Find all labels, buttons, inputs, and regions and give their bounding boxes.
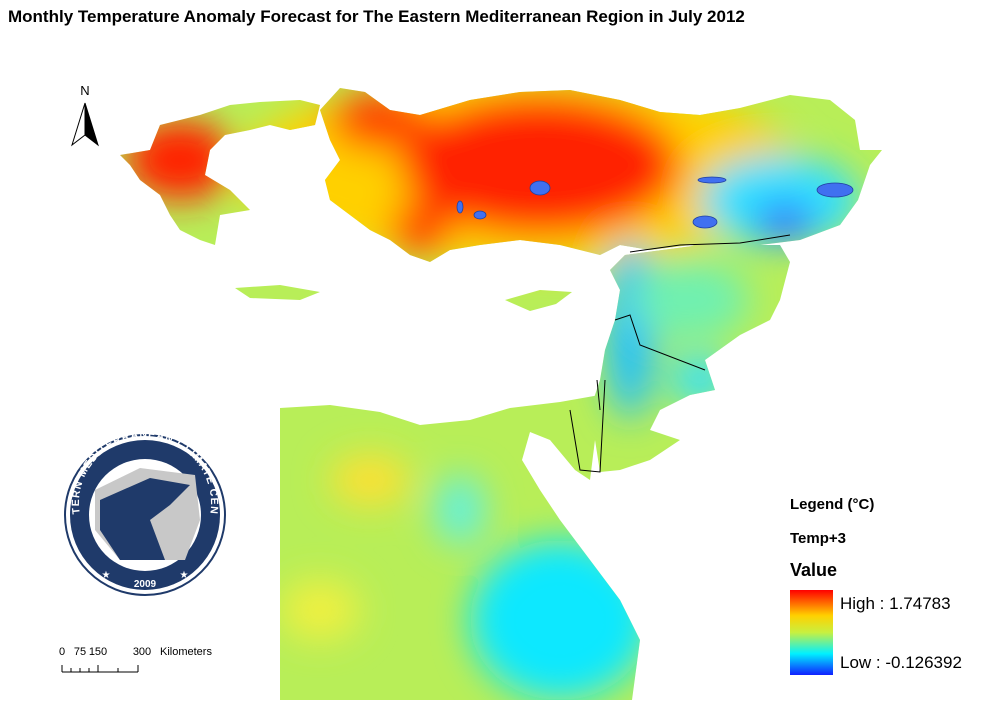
scale-label: 75 — [74, 646, 86, 658]
legend-title: Legend (°C) — [790, 496, 874, 513]
scale-label: 300 — [133, 646, 151, 658]
logo-star: ★ — [102, 570, 111, 581]
legend-field: Value — [790, 560, 837, 580]
north-label: N — [80, 83, 89, 98]
legend: Legend (°C) Temp+3 Value High : 1.74783 … — [790, 496, 962, 675]
legend-layer: Temp+3 — [790, 530, 846, 547]
map-title: Monthly Temperature Anomaly Forecast for… — [8, 7, 745, 26]
scale-label: 0 — [59, 646, 65, 658]
north-arrow: N — [71, 83, 99, 147]
legend-ramp — [790, 590, 833, 675]
logo-year: 2009 — [134, 579, 157, 590]
logo-star: ★ — [180, 570, 189, 581]
temperature-raster — [120, 88, 882, 700]
scale-bar: 0 75 150 300 Kilometers — [59, 646, 212, 673]
scale-label: 150 — [89, 646, 107, 658]
logo: EASTERN MEDITERRANEAN CLIMATE CENTRE 200… — [0, 0, 226, 596]
legend-high: High : 1.74783 — [840, 594, 951, 613]
logo-ring-path: EASTERN MEDITERRANEAN CLIMATE CENTRE — [0, 0, 219, 515]
lakes — [456, 176, 854, 229]
legend-low: Low : -0.126392 — [840, 653, 962, 672]
borders — [569, 234, 791, 473]
logo-ring-text: EASTERN MEDITERRANEAN CLIMATE CENTRE — [0, 0, 220, 515]
scale-unit: Kilometers — [160, 646, 212, 658]
